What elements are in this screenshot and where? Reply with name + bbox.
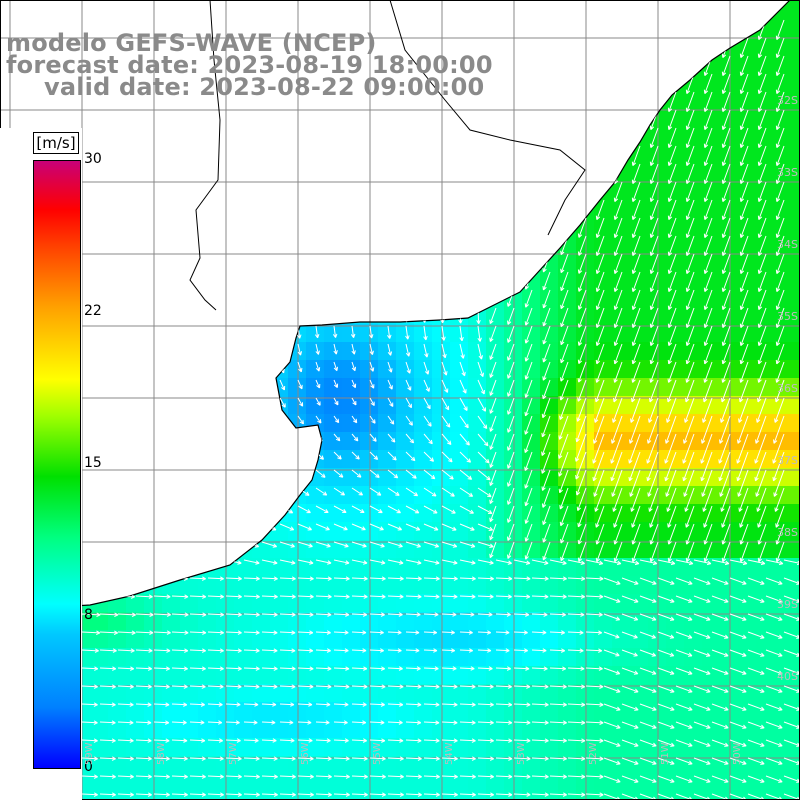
lon-label: 54W (444, 742, 455, 765)
lat-label: 36S (777, 382, 798, 395)
lon-label: 57W (228, 742, 239, 765)
lon-label: 52W (588, 742, 599, 765)
lon-label: 53W (516, 742, 527, 765)
model-title: modelo GEFS-WAVE (NCEP) (6, 29, 377, 57)
colorbar (33, 160, 81, 769)
lon-label: 51W (660, 742, 671, 765)
lat-label: 32S (777, 94, 798, 107)
colorbar-unit: [m/s] (33, 132, 79, 154)
lon-label: 59W (84, 742, 95, 765)
lon-label: 58W (156, 742, 167, 765)
lat-label: 38S (777, 526, 798, 539)
lat-label: 40S (777, 670, 798, 683)
coastline (0, 0, 800, 613)
lon-label: 55W (372, 742, 383, 765)
lat-label: 35S (777, 310, 798, 323)
border-brazil-uruguay (389, 0, 586, 236)
lat-label: 33S (777, 166, 798, 179)
lat-label: 34S (777, 238, 798, 251)
colorbar-tick-0: 0 (84, 759, 93, 775)
colorbar-tick-8: 8 (84, 607, 93, 623)
border-uruguay-river (189, 0, 221, 311)
valid-date: valid date: 2023-08-22 09:00:00 (44, 73, 485, 101)
lon-label: 50W (732, 742, 743, 765)
colorbar-tick-15: 15 (84, 455, 102, 471)
lon-label: 56W (300, 742, 311, 765)
lat-label: 37S (777, 454, 798, 467)
colorbar-tick-22: 22 (84, 303, 102, 319)
colorbar-tick-30: 30 (84, 151, 102, 167)
lat-label: 39S (777, 598, 798, 611)
forecast-date: forecast date: 2023-08-19 18:00:00 (6, 51, 493, 79)
